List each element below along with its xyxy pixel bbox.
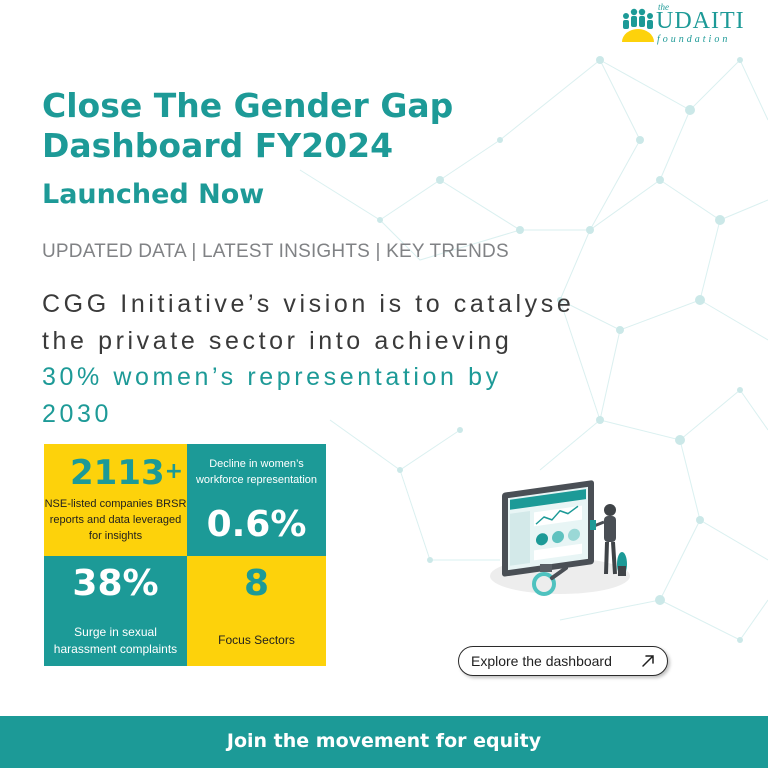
explore-dashboard-label: Explore the dashboard [471, 653, 612, 669]
stat-decline-label: Decline in women’s workforce representat… [195, 458, 318, 486]
tagline: UPDATED DATA | LATEST INSIGHTS | KEY TRE… [42, 241, 509, 262]
vision-statement: CGG Initiative’s vision is to catalyse t… [42, 286, 582, 432]
stat-sectors: 8 Focus Sectors [187, 556, 326, 666]
dashboard-illustration [490, 480, 630, 596]
logo-icon [622, 8, 654, 42]
vision-highlight: 30% women’s representation by 2030 [42, 363, 502, 428]
plus-sign: + [164, 459, 184, 484]
stat-surge: 38% Surge in sexual harassment complaint… [44, 556, 187, 666]
footer-banner: Join the movement for equity [0, 716, 768, 768]
stat-surge-value: 38% [72, 563, 159, 604]
vision-text: CGG Initiative’s vision is to catalyse t… [42, 290, 575, 355]
footer-cta: Join the movement for equity [226, 730, 542, 752]
logo-name: UDAITI [656, 8, 745, 34]
stats-grid: 2113+ NSE-listed companies BRSR reports … [44, 444, 326, 666]
stat-companies-label: NSE-listed companies BRSR reports and da… [44, 498, 187, 542]
udaiti-foundation-logo: the UDAITI foundation [620, 2, 762, 48]
stat-surge-label: Surge in sexual harassment complaints [53, 625, 178, 656]
page-title: Close The Gender Gap Dashboard FY2024 [42, 86, 454, 165]
stat-decline: Decline in women’s workforce representat… [187, 444, 326, 556]
launch-subheading: Launched Now [42, 179, 265, 210]
stat-companies: 2113+ NSE-listed companies BRSR reports … [44, 444, 187, 556]
logo-foundation: foundation [657, 34, 731, 45]
stat-decline-value: 0.6% [206, 504, 307, 545]
stat-sectors-value: 8 [243, 563, 270, 604]
stat-sectors-label: Focus Sectors [218, 633, 295, 647]
stat-companies-value: 2113+ [70, 453, 184, 493]
arrow-up-right-icon [642, 655, 654, 667]
explore-dashboard-button[interactable]: Explore the dashboard [458, 646, 668, 676]
logo-the: the [658, 2, 669, 12]
